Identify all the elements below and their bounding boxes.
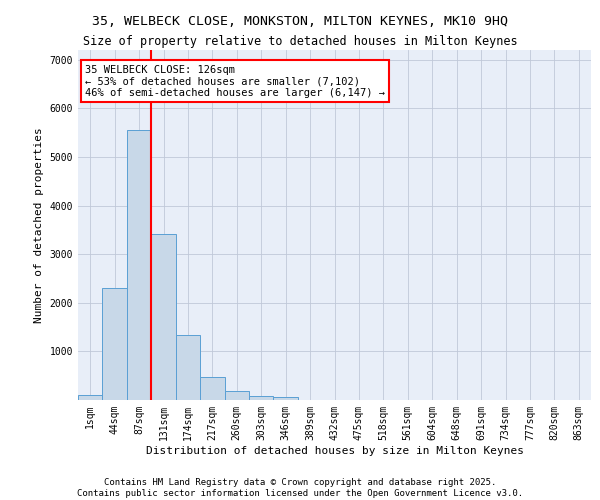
Bar	[127, 130, 151, 400]
X-axis label: Distribution of detached houses by size in Milton Keynes: Distribution of detached houses by size …	[146, 446, 523, 456]
Bar	[224, 391, 249, 400]
Text: 35 WELBECK CLOSE: 126sqm
← 53% of detached houses are smaller (7,102)
46% of sem: 35 WELBECK CLOSE: 126sqm ← 53% of detach…	[85, 64, 385, 98]
Bar	[176, 336, 200, 400]
Bar	[78, 395, 103, 400]
Bar	[200, 376, 224, 400]
Text: Contains HM Land Registry data © Crown copyright and database right 2025.
Contai: Contains HM Land Registry data © Crown c…	[77, 478, 523, 498]
Bar	[151, 234, 176, 400]
Y-axis label: Number of detached properties: Number of detached properties	[34, 127, 44, 323]
Text: Size of property relative to detached houses in Milton Keynes: Size of property relative to detached ho…	[83, 35, 517, 48]
Bar	[274, 398, 298, 400]
Text: 35, WELBECK CLOSE, MONKSTON, MILTON KEYNES, MK10 9HQ: 35, WELBECK CLOSE, MONKSTON, MILTON KEYN…	[92, 15, 508, 28]
Bar	[103, 288, 127, 400]
Bar	[249, 396, 274, 400]
